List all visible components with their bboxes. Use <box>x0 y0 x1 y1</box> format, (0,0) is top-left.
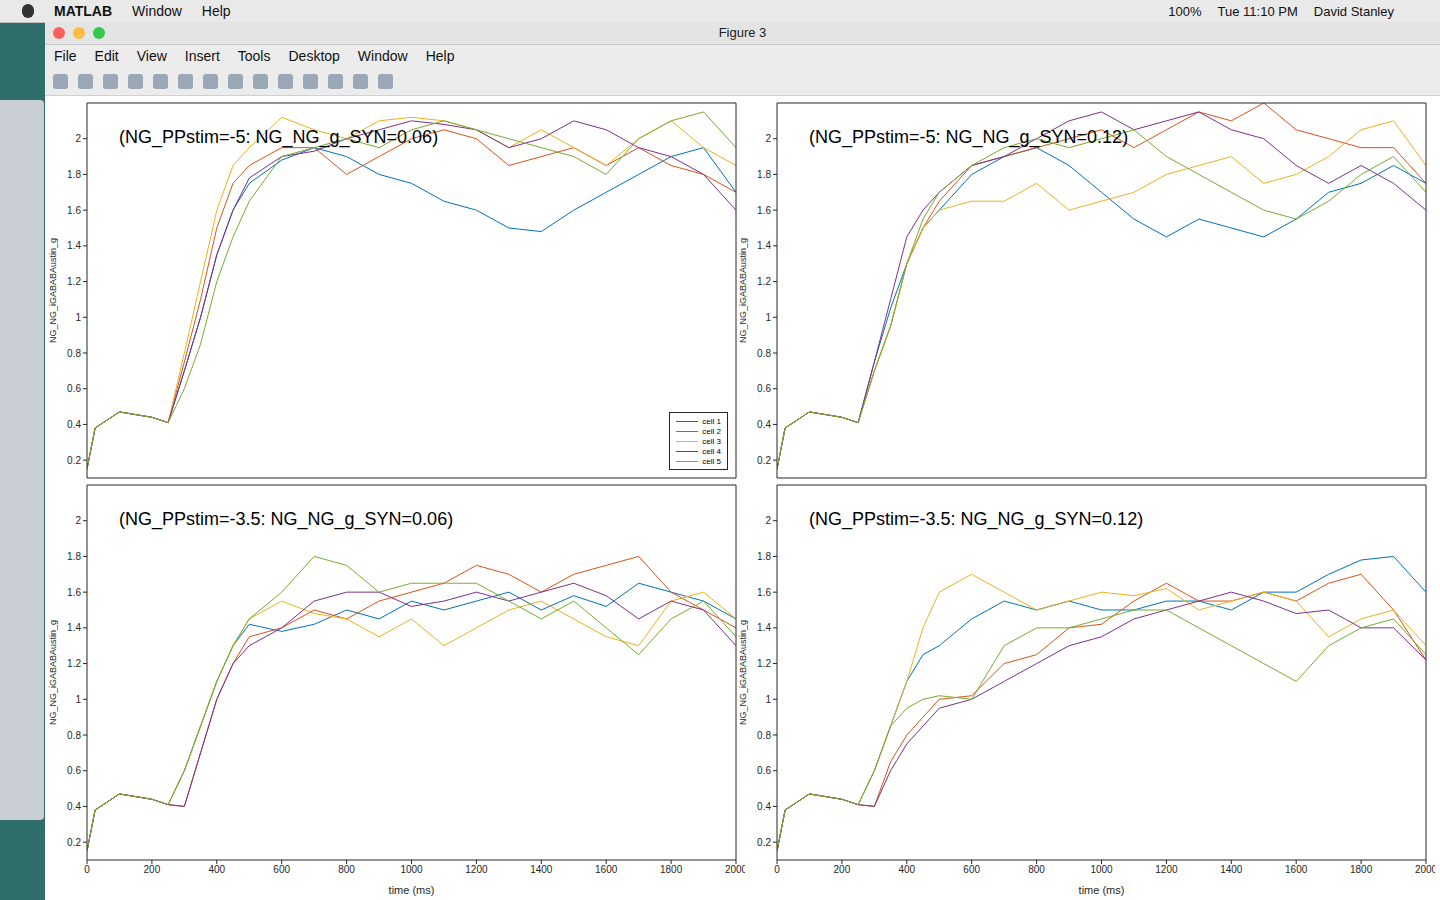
svg-text:2: 2 <box>75 133 81 144</box>
svg-text:1800: 1800 <box>660 864 683 875</box>
html-text:View: View <box>136 48 167 64</box>
svg-text:0.6: 0.6 <box>67 383 81 394</box>
html-text:Help: Help <box>425 48 455 64</box>
svg-text:1000: 1000 <box>1090 864 1113 875</box>
svg-text:0.6: 0.6 <box>67 765 81 776</box>
svg-text:0.4: 0.4 <box>757 419 771 430</box>
svg-text:1: 1 <box>765 694 771 705</box>
html-text:100%: 100% <box>1168 3 1202 19</box>
svg-text:2: 2 <box>765 515 771 526</box>
svg-text:400: 400 <box>208 864 225 875</box>
html-text:cell 1: cell 1 <box>702 416 721 426</box>
svg-text:1400: 1400 <box>1220 864 1243 875</box>
svg-text:1400: 1400 <box>530 864 553 875</box>
svg-text:1: 1 <box>75 312 81 323</box>
svg-text:1.6: 1.6 <box>67 205 81 216</box>
svg-text:NG_NG_iGABABAustin_g: NG_NG_iGABABAustin_g <box>738 238 748 343</box>
html-text:David Stanley: David Stanley <box>1313 3 1394 19</box>
svg-text:0: 0 <box>84 864 90 875</box>
html-text:cell 5: cell 5 <box>702 456 721 466</box>
html-text:Figure 3: Figure 3 <box>718 25 767 40</box>
html-text:(NG_PPstim=-3.5: NG_NG_g_SYN=0: (NG_PPstim=-3.5: NG_NG_g_SYN=0.12) <box>809 509 1144 529</box>
svg-text:2000: 2000 <box>725 864 745 875</box>
svg-text:600: 600 <box>963 864 980 875</box>
html-text:Desktop: Desktop <box>288 48 340 64</box>
svg-text:1.6: 1.6 <box>67 587 81 598</box>
svg-text:2: 2 <box>75 515 81 526</box>
svg-text:NG_NG_iGABABAustin_g: NG_NG_iGABABAustin_g <box>48 620 58 725</box>
html-text:(NG_PPstim=-5: NG_NG_g_SYN=0.0: (NG_PPstim=-5: NG_NG_g_SYN=0.06) <box>119 127 439 147</box>
svg-text:1.2: 1.2 <box>757 276 771 287</box>
svg-text:1: 1 <box>75 694 81 705</box>
svg-text:time (ms): time (ms) <box>389 884 435 896</box>
html-text:(NG_PPstim=-3.5: NG_NG_g_SYN=0: (NG_PPstim=-3.5: NG_NG_g_SYN=0.06) <box>119 509 454 529</box>
svg-text:1.8: 1.8 <box>757 551 771 562</box>
html-text:Edit: Edit <box>94 48 119 64</box>
svg-text:1600: 1600 <box>595 864 618 875</box>
html-text:Window: Window <box>132 3 182 19</box>
svg-text:1600: 1600 <box>1285 864 1308 875</box>
svg-text:time (ms): time (ms) <box>1079 884 1125 896</box>
html-text:cell 2: cell 2 <box>702 426 721 436</box>
svg-text:1.4: 1.4 <box>757 240 771 251</box>
svg-text:1.4: 1.4 <box>757 622 771 633</box>
svg-text:800: 800 <box>338 864 355 875</box>
svg-text:1000: 1000 <box>400 864 423 875</box>
svg-text:800: 800 <box>1028 864 1045 875</box>
svg-text:1800: 1800 <box>1350 864 1373 875</box>
svg-text:2000: 2000 <box>1415 864 1432 875</box>
svg-text:0.4: 0.4 <box>67 419 81 430</box>
svg-text:NG_NG_iGABABAustin_g: NG_NG_iGABABAustin_g <box>738 620 748 725</box>
svg-text:0.8: 0.8 <box>67 348 81 359</box>
html-text:File: File <box>54 48 77 64</box>
svg-text:1.8: 1.8 <box>67 169 81 180</box>
html-text:Tools: Tools <box>237 48 271 64</box>
html-text:MATLAB: MATLAB <box>54 3 113 19</box>
svg-text:1.2: 1.2 <box>67 658 81 669</box>
svg-text:400: 400 <box>898 864 915 875</box>
svg-text:1.2: 1.2 <box>757 658 771 669</box>
svg-text:1.6: 1.6 <box>757 205 771 216</box>
svg-text:0.6: 0.6 <box>757 383 771 394</box>
svg-text:1.4: 1.4 <box>67 622 81 633</box>
svg-text:0.2: 0.2 <box>67 455 81 466</box>
svg-text:1.4: 1.4 <box>67 240 81 251</box>
svg-text:0.8: 0.8 <box>757 348 771 359</box>
svg-text:0.2: 0.2 <box>67 837 81 848</box>
svg-text:2: 2 <box>765 133 771 144</box>
svg-text:0.2: 0.2 <box>757 455 771 466</box>
html-text:cell 3: cell 3 <box>702 436 721 446</box>
svg-text:600: 600 <box>273 864 290 875</box>
svg-text:1: 1 <box>765 312 771 323</box>
svg-text:1.6: 1.6 <box>757 587 771 598</box>
svg-text:0.4: 0.4 <box>757 801 771 812</box>
svg-text:1200: 1200 <box>1155 864 1178 875</box>
html-text:cell 4: cell 4 <box>702 446 721 456</box>
svg-text:1.2: 1.2 <box>67 276 81 287</box>
svg-text:NG_NG_iGABABAustin_g: NG_NG_iGABABAustin_g <box>48 238 58 343</box>
html-text:Insert: Insert <box>184 48 220 64</box>
html-text:Tue 11:10 PM: Tue 11:10 PM <box>1217 3 1298 19</box>
svg-text:200: 200 <box>834 864 851 875</box>
svg-text:0.4: 0.4 <box>67 801 81 812</box>
svg-text:1.8: 1.8 <box>757 169 771 180</box>
html-text:Window: Window <box>357 48 408 64</box>
svg-text:0.8: 0.8 <box>67 730 81 741</box>
svg-text:0.6: 0.6 <box>757 765 771 776</box>
html-text:(NG_PPstim=-5: NG_NG_g_SYN=0.1: (NG_PPstim=-5: NG_NG_g_SYN=0.12) <box>809 127 1129 147</box>
svg-text:200: 200 <box>144 864 161 875</box>
svg-text:0.8: 0.8 <box>757 730 771 741</box>
svg-text:1.8: 1.8 <box>67 551 81 562</box>
svg-text:1200: 1200 <box>465 864 488 875</box>
svg-text:0: 0 <box>774 864 780 875</box>
svg-text:0.2: 0.2 <box>757 837 771 848</box>
html-text:Help: Help <box>201 3 231 19</box>
